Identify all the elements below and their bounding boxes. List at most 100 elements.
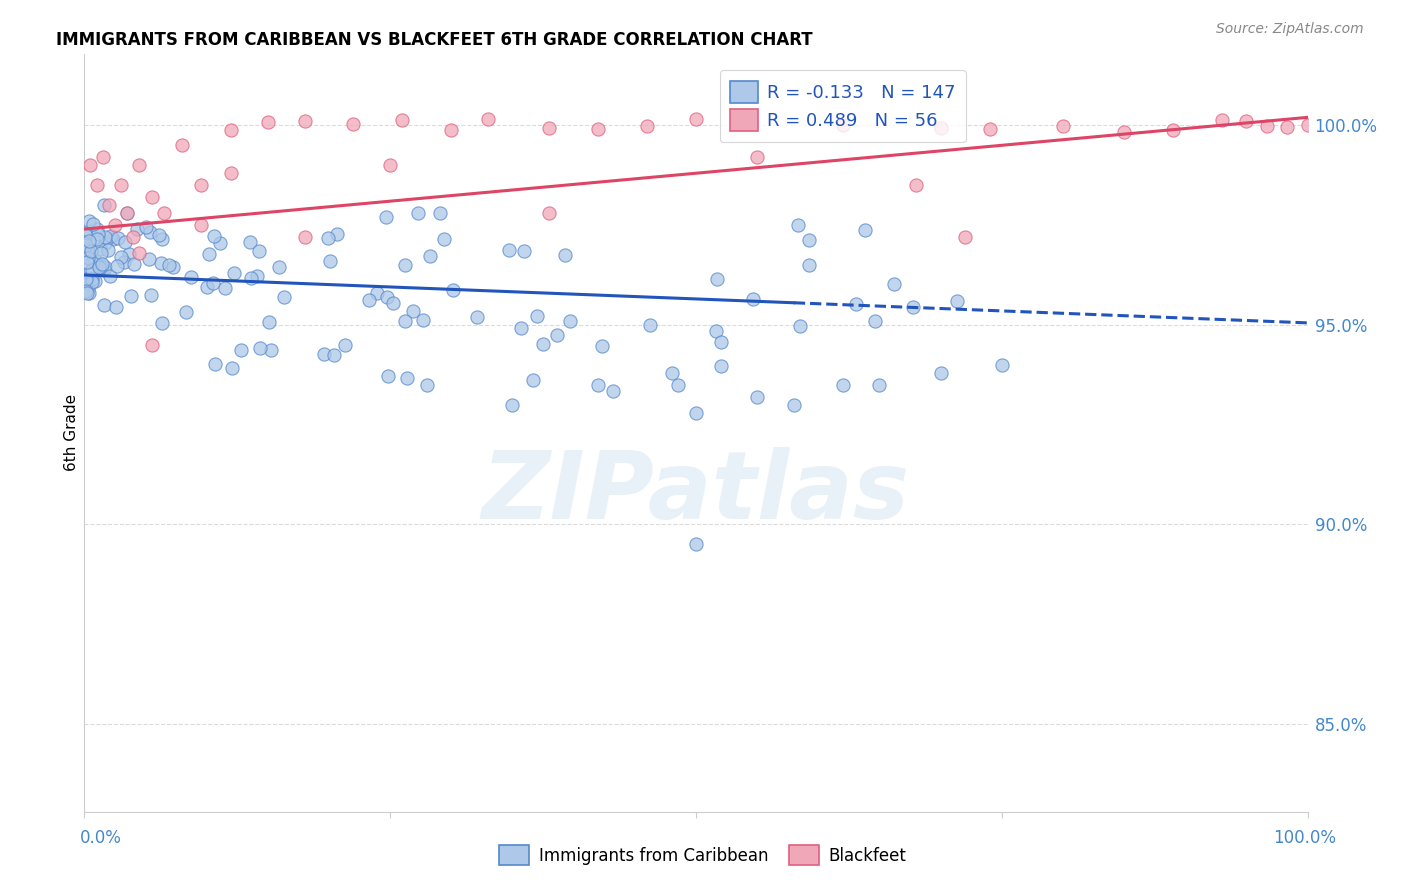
Point [554, 248, 576, 262]
Point [799, 258, 821, 272]
Point [76, 285, 98, 300]
Point [89, 242, 111, 256]
Point [845, 297, 868, 311]
Point [80, 275, 103, 289]
Point [831, 119, 853, 133]
Point [853, 223, 876, 237]
Point [214, 281, 236, 295]
Point [91, 150, 114, 164]
Point [319, 254, 342, 268]
Point [260, 343, 283, 357]
Point [77, 234, 100, 248]
Point [127, 222, 149, 236]
Point [75, 284, 97, 298]
Point [141, 338, 163, 352]
Point [122, 257, 145, 271]
Point [221, 361, 243, 376]
Point [80, 271, 103, 285]
Text: IMMIGRANTS FROM CARIBBEAN VS BLACKFEET 6TH GRADE CORRELATION CHART: IMMIGRANTS FROM CARIBBEAN VS BLACKFEET 6… [56, 31, 813, 49]
Point [396, 371, 419, 385]
Point [128, 246, 150, 260]
Point [408, 206, 430, 220]
Point [901, 300, 924, 314]
Point [110, 178, 132, 193]
Point [586, 122, 609, 136]
Point [239, 235, 262, 250]
Point [139, 288, 162, 302]
Point [150, 256, 173, 270]
Point [1296, 118, 1319, 132]
Point [380, 158, 402, 172]
Point [93, 263, 115, 277]
Point [77, 286, 100, 301]
Point [526, 309, 548, 323]
Point [150, 317, 173, 331]
Point [107, 231, 129, 245]
Point [240, 270, 263, 285]
Point [797, 233, 820, 247]
Point [929, 121, 952, 136]
Text: Source: ZipAtlas.com: Source: ZipAtlas.com [1216, 22, 1364, 37]
Point [929, 366, 952, 380]
Point [76, 243, 98, 257]
Point [246, 268, 269, 283]
Point [314, 347, 336, 361]
Point [93, 236, 115, 251]
Point [93, 198, 115, 212]
Point [418, 249, 440, 263]
Point [316, 230, 339, 244]
Point [366, 286, 388, 301]
Point [77, 282, 100, 296]
Point [249, 341, 271, 355]
Point [441, 283, 464, 297]
Point [219, 123, 242, 137]
Point [294, 114, 316, 128]
Point [231, 343, 253, 357]
Point [704, 324, 727, 338]
Point [157, 258, 180, 272]
Point [86, 178, 108, 193]
Point [77, 252, 100, 266]
Point [103, 231, 125, 245]
Point [1256, 119, 1278, 133]
Point [97, 198, 120, 212]
Point [538, 120, 561, 135]
Point [141, 190, 163, 204]
Point [150, 232, 173, 246]
Point [402, 304, 425, 318]
Point [783, 398, 806, 412]
Point [174, 305, 197, 319]
Point [357, 293, 380, 307]
Point [710, 359, 733, 373]
Point [1114, 125, 1136, 139]
Point [831, 377, 853, 392]
Point [110, 250, 132, 264]
Point [786, 219, 808, 233]
Point [477, 112, 499, 127]
Point [440, 122, 463, 136]
Point [224, 266, 246, 280]
Point [342, 117, 364, 131]
Point [139, 225, 162, 239]
Point [190, 218, 212, 232]
Point [538, 206, 561, 220]
Point [375, 210, 398, 224]
Point [747, 390, 769, 404]
Point [269, 260, 291, 274]
Point [100, 228, 122, 243]
Point [465, 310, 488, 325]
Point [661, 366, 683, 380]
Point [375, 290, 398, 304]
Point [1161, 122, 1184, 136]
Text: 0.0%: 0.0% [80, 829, 122, 847]
Legend: Immigrants from Caribbean, Blackfeet: Immigrants from Caribbean, Blackfeet [491, 837, 915, 873]
Point [75, 228, 97, 243]
Point [586, 377, 609, 392]
Point [105, 259, 128, 273]
Point [114, 235, 136, 249]
Point [381, 295, 404, 310]
Point [591, 339, 613, 353]
Point [75, 277, 97, 292]
Point [685, 112, 707, 127]
Point [531, 337, 554, 351]
